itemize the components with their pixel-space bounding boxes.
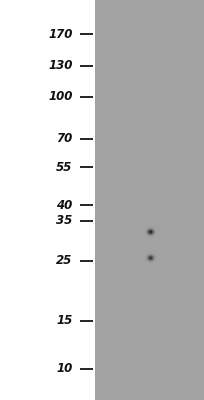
- Text: 15: 15: [56, 314, 72, 328]
- Text: 130: 130: [48, 59, 72, 72]
- Text: 25: 25: [56, 254, 72, 267]
- Text: 170: 170: [48, 28, 72, 41]
- Text: 35: 35: [56, 214, 72, 227]
- Text: 40: 40: [56, 198, 72, 212]
- Text: 100: 100: [48, 90, 72, 103]
- Text: 55: 55: [56, 161, 72, 174]
- Text: 70: 70: [56, 132, 72, 146]
- Text: 10: 10: [56, 362, 72, 375]
